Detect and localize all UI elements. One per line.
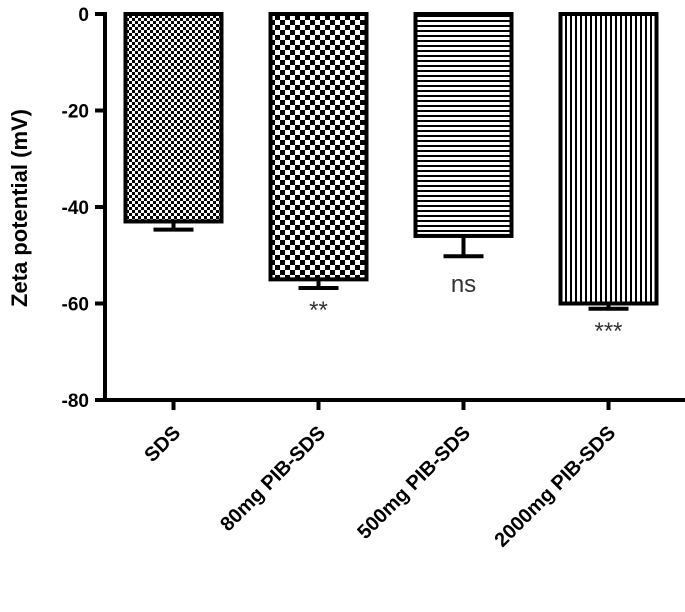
y-axis-title: Zeta potential (mV) xyxy=(7,109,32,307)
y-tick-label: 0 xyxy=(78,5,89,26)
x-category-label: 2000mg PIB-SDS xyxy=(491,422,621,552)
x-category-label: 500mg PIB-SDS xyxy=(353,422,475,544)
significance-label: ** xyxy=(309,297,328,324)
y-tick-label: -20 xyxy=(62,102,89,123)
bar-2 xyxy=(268,12,369,282)
error-bars-layer xyxy=(153,221,629,311)
significance-layer: ** ns *** xyxy=(309,271,622,345)
bar-4 xyxy=(558,12,659,306)
x-category-label: SDS xyxy=(140,422,185,467)
y-tick-label: -60 xyxy=(62,295,89,316)
bar-3 xyxy=(413,12,514,238)
significance-label: ns xyxy=(451,271,476,298)
y-ticks-layer: 0 -20 -40 -60 -80 xyxy=(62,5,105,412)
x-labels-layer: SDS 80mg PIB-SDS 500mg PIB-SDS 2000mg PIB-S… xyxy=(140,400,620,552)
y-tick-label: -40 xyxy=(62,198,89,219)
y-tick-label: -80 xyxy=(62,391,89,412)
bars-layer xyxy=(123,12,659,306)
x-category-label: 80mg PIB-SDS xyxy=(216,422,330,536)
bar-1 xyxy=(123,12,224,224)
significance-label: *** xyxy=(594,318,622,345)
